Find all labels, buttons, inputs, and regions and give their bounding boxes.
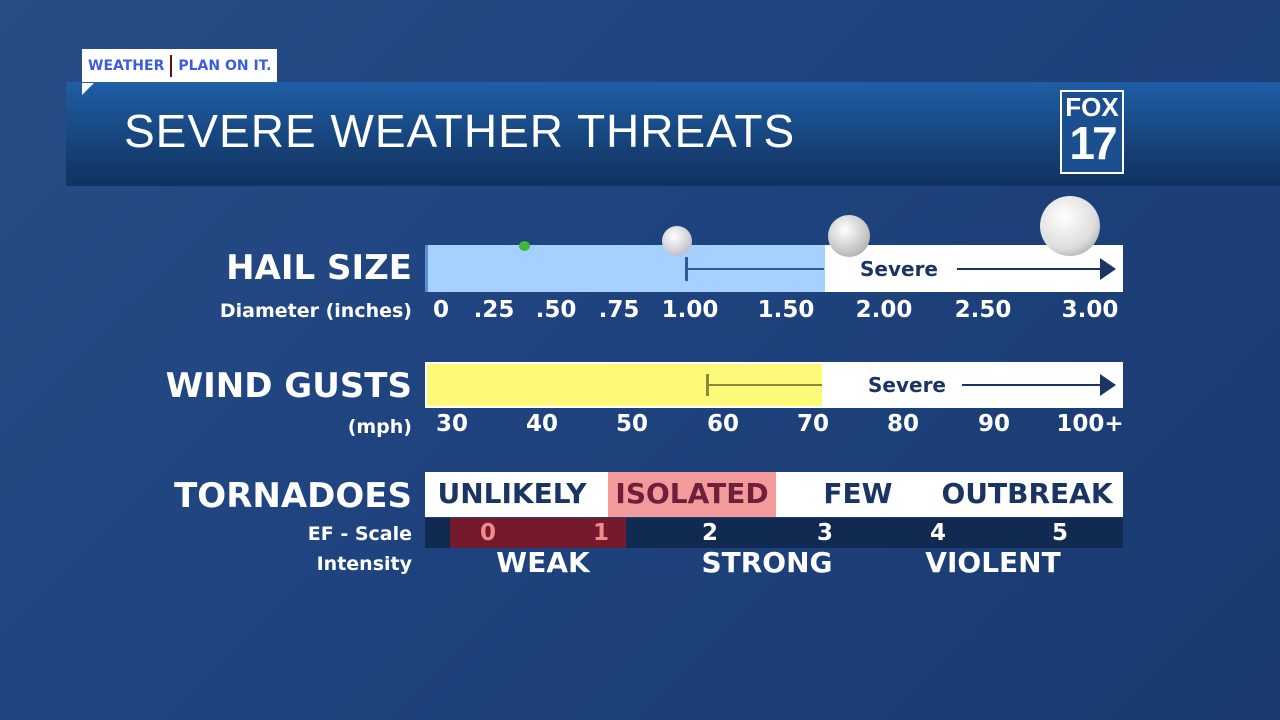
quarter-icon bbox=[662, 226, 692, 256]
isolated-highlight bbox=[608, 472, 776, 517]
hail-tick-label: 3.00 bbox=[1061, 297, 1119, 323]
wind-arrow-line bbox=[962, 384, 1105, 386]
wind-tick-label: 40 bbox=[525, 411, 559, 437]
wind-line bbox=[708, 384, 822, 386]
wind-label: WIND GUSTS bbox=[165, 366, 412, 406]
page-title: SEVERE WEATHER THREATS bbox=[124, 105, 796, 157]
hail-tick-label: .50 bbox=[535, 297, 577, 323]
hail-tick-label: 0 bbox=[432, 297, 450, 323]
intensity-weak: WEAK bbox=[496, 546, 590, 579]
intensity-strong: STRONG bbox=[701, 546, 833, 579]
hail-tick-label: 2.00 bbox=[855, 297, 913, 323]
arrow-right-icon bbox=[1100, 258, 1116, 280]
logo-17: 17 bbox=[1069, 117, 1117, 169]
wind-tick-label: 70 bbox=[796, 411, 830, 437]
golf-ball-icon bbox=[828, 215, 870, 257]
tornadoes-label: TORNADOES bbox=[174, 476, 412, 516]
logo-fox: FOX bbox=[1065, 92, 1119, 122]
fox17-logo: FOX 17 bbox=[1060, 90, 1124, 174]
hail-tick-label: .75 bbox=[598, 297, 640, 323]
ef-3: 3 bbox=[816, 520, 834, 546]
tornado-few: FEW bbox=[823, 477, 893, 510]
ef-0: 0 bbox=[479, 520, 497, 546]
intensity-label: Intensity bbox=[316, 553, 412, 575]
hail-severe-label: Severe bbox=[860, 257, 938, 281]
baseball-icon bbox=[1040, 196, 1100, 256]
ef-scale-label: EF - Scale bbox=[307, 523, 412, 545]
wind-tick-label: 100+ bbox=[1056, 411, 1124, 437]
hail-tick-label: .25 bbox=[473, 297, 515, 323]
hail-line bbox=[686, 268, 824, 270]
tornado-outbreak: OUTBREAK bbox=[941, 477, 1113, 510]
ef-highlight bbox=[450, 518, 626, 548]
wind-sublabel: (mph) bbox=[347, 416, 412, 438]
wind-tick-label: 60 bbox=[706, 411, 740, 437]
tagline-weather: WEATHER bbox=[88, 58, 165, 74]
tagline-divider bbox=[170, 55, 173, 77]
hail-tick-label: 2.50 bbox=[954, 297, 1012, 323]
intensity-violent: VIOLENT bbox=[925, 546, 1061, 579]
ef-2: 2 bbox=[701, 520, 719, 546]
tornado-isolated: ISOLATED bbox=[615, 477, 769, 510]
ef-1: 1 bbox=[592, 520, 610, 546]
wind-tick-label: 30 bbox=[435, 411, 469, 437]
tagline-plan: PLAN ON IT. bbox=[178, 58, 272, 74]
ef-4: 4 bbox=[929, 520, 947, 546]
wind-severe-label: Severe bbox=[868, 373, 946, 397]
arrow-right-icon bbox=[1100, 374, 1116, 396]
ef-5: 5 bbox=[1051, 520, 1069, 546]
tornado-unlikely: UNLIKELY bbox=[437, 477, 587, 510]
hail-label: HAIL SIZE bbox=[226, 248, 412, 288]
wind-severe-tick bbox=[706, 374, 709, 396]
pea-icon bbox=[519, 241, 530, 251]
wind-tick-label: 50 bbox=[615, 411, 649, 437]
tagline-badge: WEATHER PLAN ON IT. bbox=[82, 49, 278, 83]
hail-tick-label: 1.50 bbox=[757, 297, 815, 323]
hail-arrow-line bbox=[957, 268, 1105, 270]
hail-sublabel: Diameter (inches) bbox=[219, 300, 412, 322]
hail-tick-label: 1.00 bbox=[661, 297, 719, 323]
wind-tick-label: 80 bbox=[886, 411, 920, 437]
wind-tick-label: 90 bbox=[977, 411, 1011, 437]
tagline-tail bbox=[82, 83, 94, 95]
